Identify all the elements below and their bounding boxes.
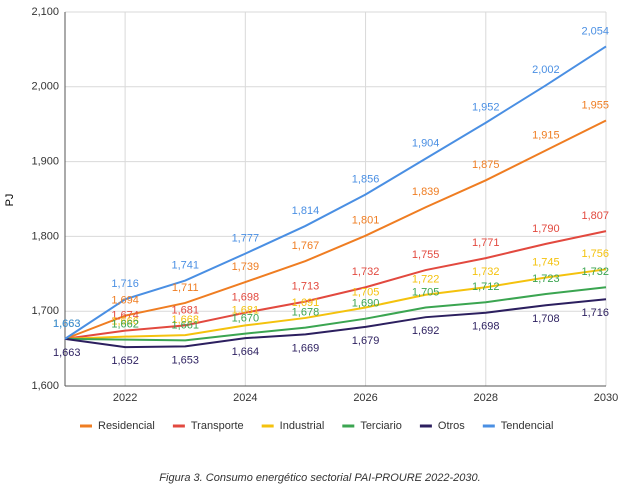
data-label: 1,705 bbox=[412, 286, 440, 298]
y-tick-label: 1,700 bbox=[31, 305, 59, 317]
data-label: 1,716 bbox=[111, 278, 139, 290]
x-tick-label: 2022 bbox=[113, 392, 137, 404]
y-tick-label: 2,000 bbox=[31, 81, 59, 93]
legend-label: Tendencial bbox=[501, 420, 554, 432]
data-label: 1,745 bbox=[532, 256, 560, 268]
data-label: 1,666 bbox=[111, 316, 139, 328]
legend-label: Otros bbox=[438, 420, 465, 432]
data-label: 1,904 bbox=[412, 138, 440, 150]
data-label: 1,663 bbox=[53, 318, 81, 330]
data-label: 1,698 bbox=[472, 321, 500, 333]
data-label: 1,756 bbox=[581, 248, 609, 260]
caption: Figura 3. Consumo energético sectorial P… bbox=[159, 472, 480, 484]
data-label: 1,722 bbox=[412, 274, 440, 286]
data-label: 1,681 bbox=[232, 304, 260, 316]
line-series bbox=[64, 119, 607, 340]
data-label: 1,681 bbox=[171, 304, 199, 316]
data-label: 1,679 bbox=[352, 335, 380, 347]
data-label: 1,790 bbox=[532, 223, 560, 235]
line-series bbox=[64, 45, 607, 340]
data-label: 1,691 bbox=[292, 297, 320, 309]
y-tick-label: 1,900 bbox=[31, 156, 59, 168]
data-label: 1,708 bbox=[532, 313, 560, 325]
data-label: 1,839 bbox=[412, 186, 440, 198]
data-label: 1,711 bbox=[172, 282, 199, 294]
data-label: 1,705 bbox=[352, 286, 380, 298]
data-label: 1,694 bbox=[111, 295, 139, 307]
data-label: 1,739 bbox=[232, 261, 260, 273]
data-label: 1,875 bbox=[472, 159, 500, 171]
data-label: 1,955 bbox=[581, 99, 609, 111]
data-label: 1,662 bbox=[111, 319, 139, 331]
data-label: 1,771 bbox=[472, 237, 500, 249]
data-label: 1,856 bbox=[352, 173, 380, 185]
data-label: 2,054 bbox=[581, 25, 609, 37]
data-label: 1,807 bbox=[581, 210, 609, 222]
data-label: 2,002 bbox=[532, 64, 560, 76]
y-tick-label: 1,600 bbox=[31, 380, 59, 392]
data-label: 1,767 bbox=[292, 240, 320, 252]
data-label: 1,712 bbox=[472, 281, 500, 293]
y-tick-label: 1,800 bbox=[31, 230, 59, 242]
data-label: 1,669 bbox=[292, 342, 320, 354]
x-tick-label: 2030 bbox=[594, 392, 618, 404]
data-label: 1,732 bbox=[472, 266, 500, 278]
line-series bbox=[64, 268, 607, 340]
data-label: 1,690 bbox=[352, 298, 380, 310]
line-series bbox=[64, 298, 607, 349]
data-label: 1,915 bbox=[532, 129, 560, 141]
x-tick-label: 2028 bbox=[474, 392, 498, 404]
data-label: 1,678 bbox=[292, 307, 320, 319]
line-series bbox=[64, 286, 607, 342]
data-label: 1,664 bbox=[232, 346, 260, 358]
data-label: 1,674 bbox=[111, 310, 139, 322]
legend-label: Residencial bbox=[98, 420, 155, 432]
data-label: 1,698 bbox=[232, 292, 260, 304]
data-label: 1,814 bbox=[292, 205, 320, 217]
data-label: 1,663 bbox=[53, 347, 81, 359]
data-label: 1,732 bbox=[581, 266, 609, 278]
data-label: 1,755 bbox=[412, 249, 440, 261]
legend-label: Terciario bbox=[360, 420, 402, 432]
data-label: 1,716 bbox=[581, 307, 609, 319]
data-label: 1,663 bbox=[53, 318, 81, 330]
x-tick-label: 2026 bbox=[353, 392, 377, 404]
data-label: 1,952 bbox=[472, 102, 500, 114]
data-label: 1,668 bbox=[171, 314, 199, 326]
legend-label: Industrial bbox=[280, 420, 325, 432]
data-label: 1,653 bbox=[171, 354, 199, 366]
y-axis-label: PJ bbox=[4, 194, 16, 207]
data-label: 1,723 bbox=[532, 273, 560, 285]
data-label: 1,801 bbox=[352, 215, 380, 227]
legend-label: Transporte bbox=[191, 420, 244, 432]
data-label: 1,741 bbox=[171, 259, 199, 271]
x-tick-label: 2024 bbox=[233, 392, 257, 404]
data-label: 1,652 bbox=[111, 355, 139, 367]
data-label: 1,670 bbox=[232, 313, 260, 325]
line-series bbox=[64, 230, 607, 340]
data-label: 1,777 bbox=[232, 233, 260, 245]
data-label: 1,713 bbox=[292, 280, 320, 292]
y-tick-label: 2,100 bbox=[31, 6, 59, 18]
data-label: 1,692 bbox=[412, 325, 440, 337]
data-label: 1,661 bbox=[171, 319, 199, 331]
data-label: 1,732 bbox=[352, 266, 380, 278]
